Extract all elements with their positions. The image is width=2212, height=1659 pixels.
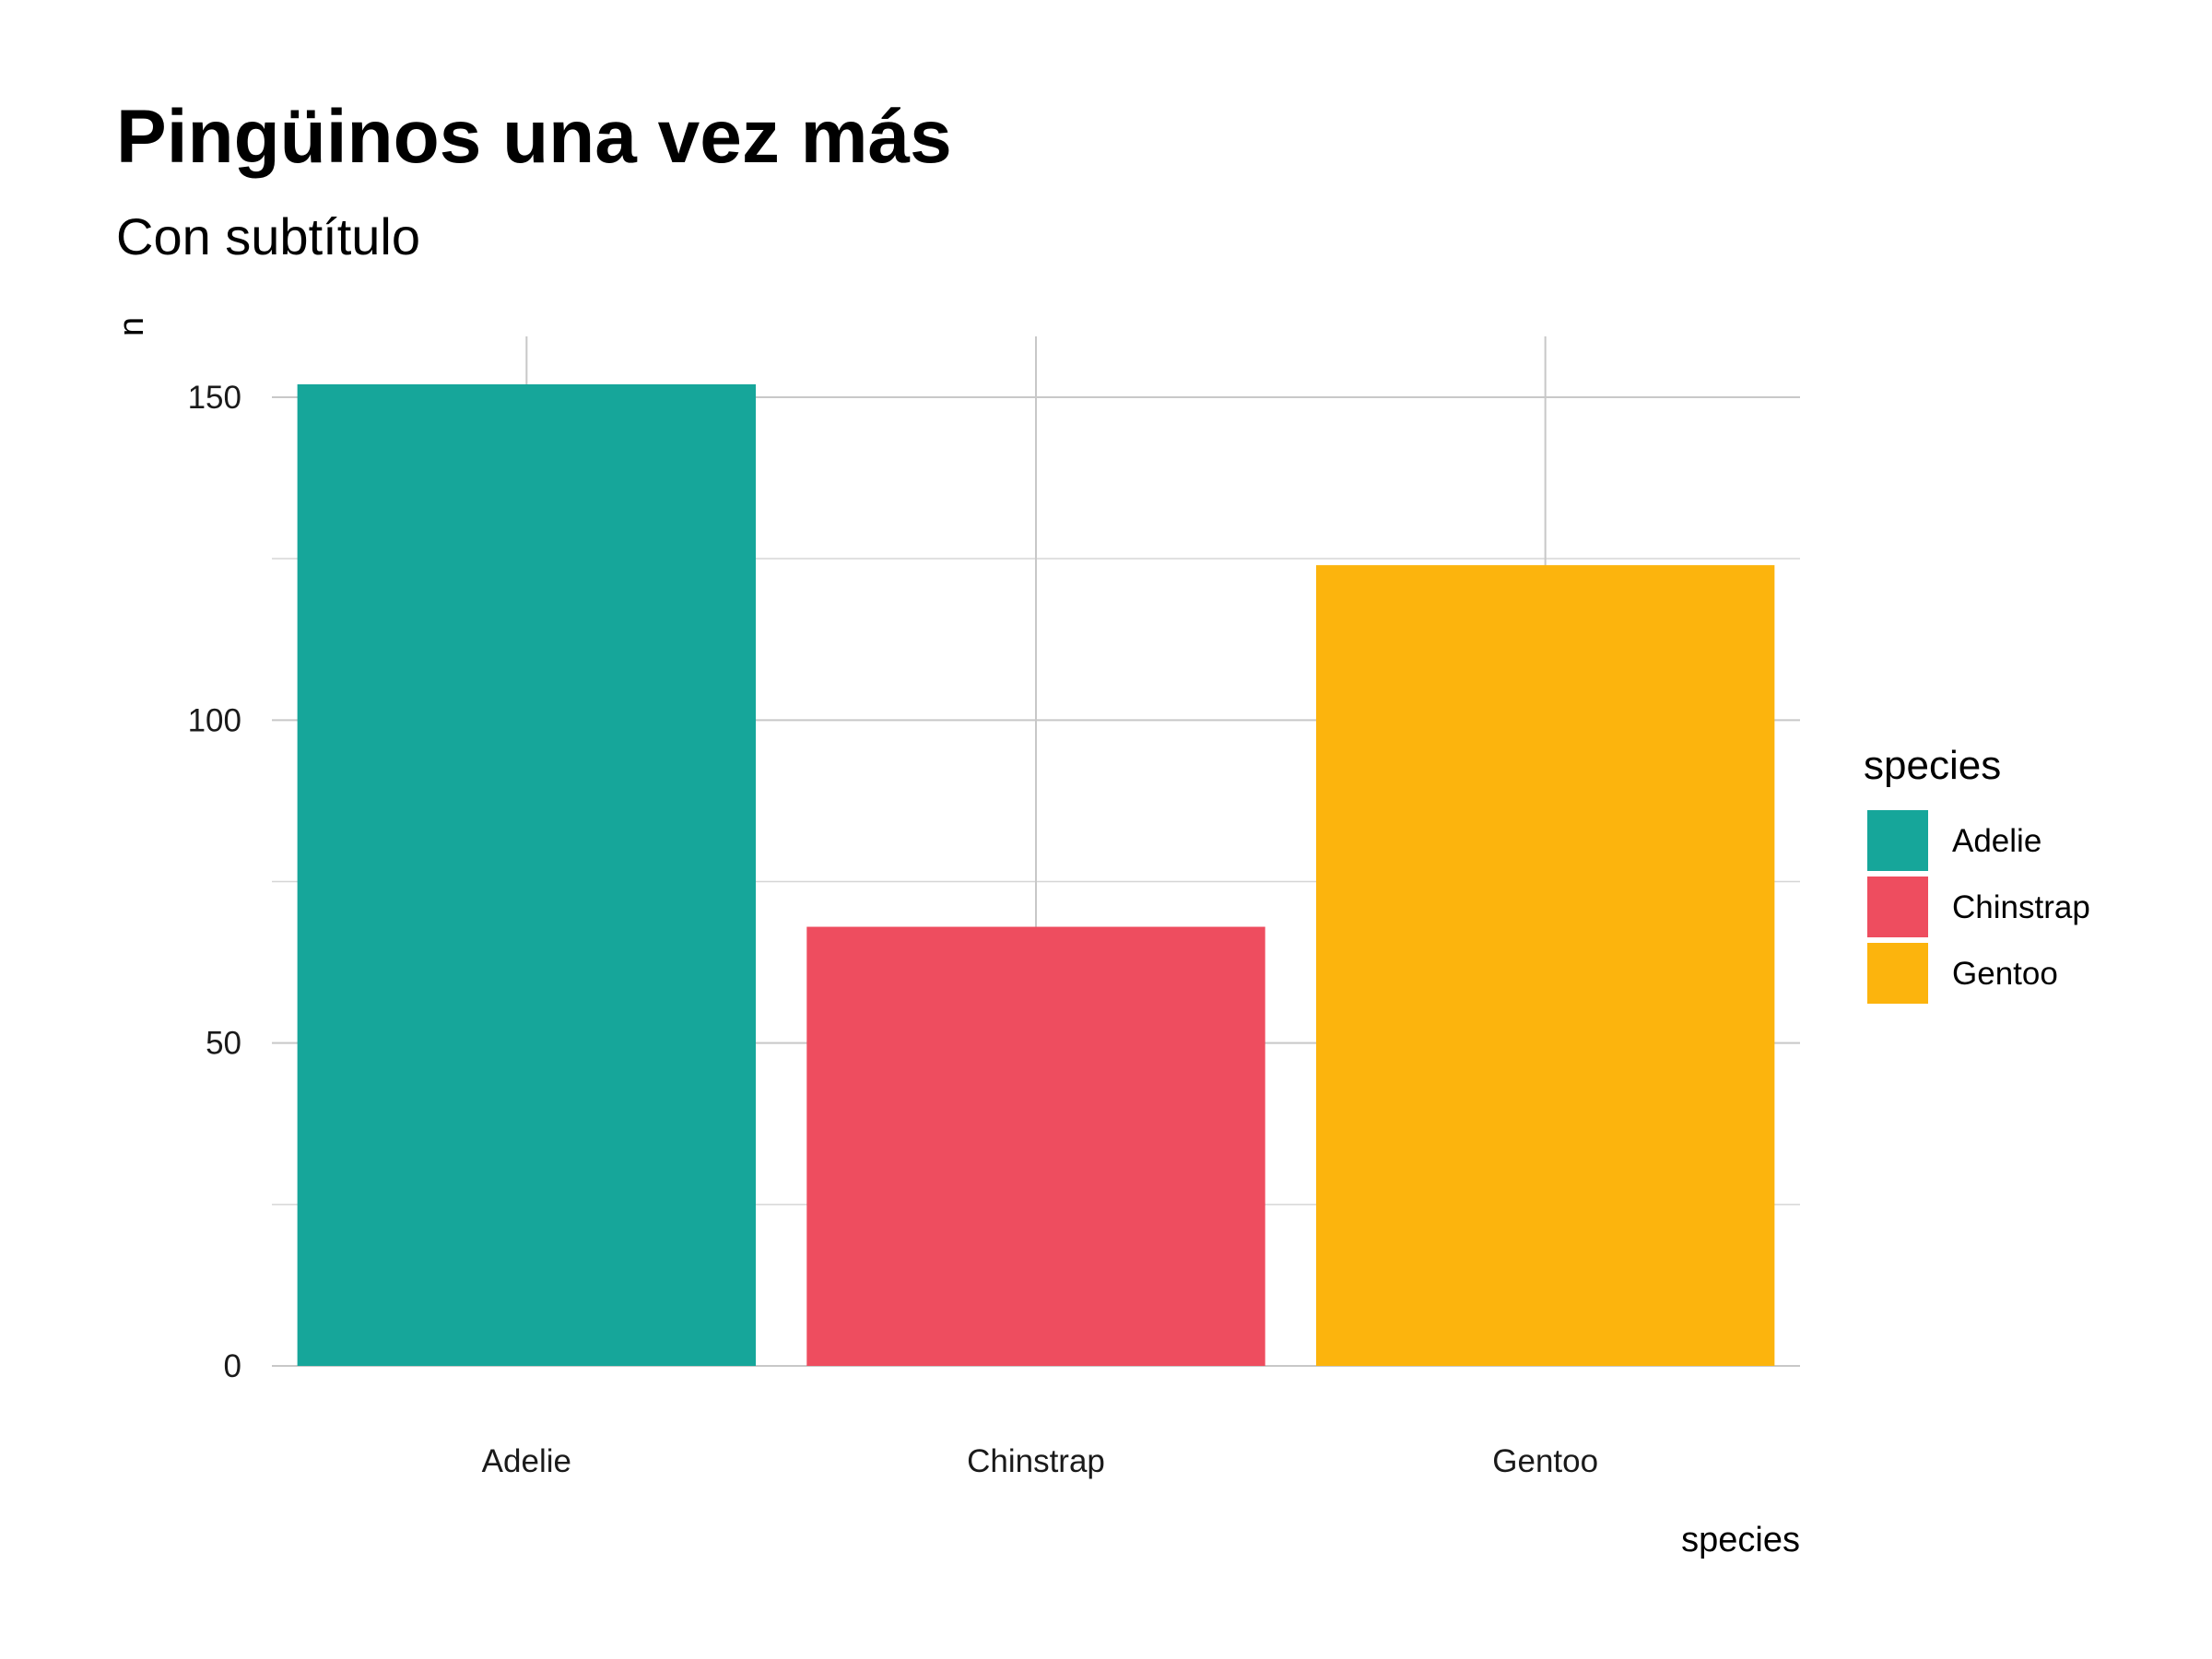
x-axis-title: species (1681, 1521, 1800, 1559)
x-axis-ticks: Adelie Chinstrap Gentoo (482, 1443, 1598, 1479)
y-tick-label: 150 (188, 380, 241, 416)
y-axis-title: n (112, 317, 151, 336)
y-tick-label: 0 (224, 1348, 241, 1384)
chart-header: Pingüinos una vez más Con subtítulo (116, 95, 952, 265)
y-tick-label: 100 (188, 702, 241, 738)
legend-label: Chinstrap (1952, 889, 2090, 925)
y-axis-ticks: 0 50 100 150 (188, 380, 241, 1384)
legend: species Adelie Chinstrap Gentoo (1864, 743, 2090, 1004)
y-tick-label: 50 (206, 1026, 241, 1062)
legend-title: species (1864, 743, 2001, 788)
bar-gentoo (1315, 565, 1775, 1366)
legend-swatch-adelie (1867, 810, 1928, 871)
bars (297, 383, 1775, 1366)
bar-adelie (297, 383, 757, 1366)
legend-swatch-gentoo (1867, 943, 1928, 1004)
bar-chinstrap (806, 926, 1265, 1366)
chart-subtitle: Con subtítulo (116, 207, 420, 265)
legend-swatch-chinstrap (1867, 877, 1928, 937)
x-tick-label: Gentoo (1492, 1443, 1598, 1479)
legend-items: Adelie Chinstrap Gentoo (1867, 810, 2090, 1004)
x-tick-label: Adelie (482, 1443, 571, 1479)
x-tick-label: Chinstrap (967, 1443, 1105, 1479)
legend-label: Adelie (1952, 823, 2041, 859)
legend-label: Gentoo (1952, 956, 2058, 992)
chart-title: Pingüinos una vez más (116, 95, 952, 179)
